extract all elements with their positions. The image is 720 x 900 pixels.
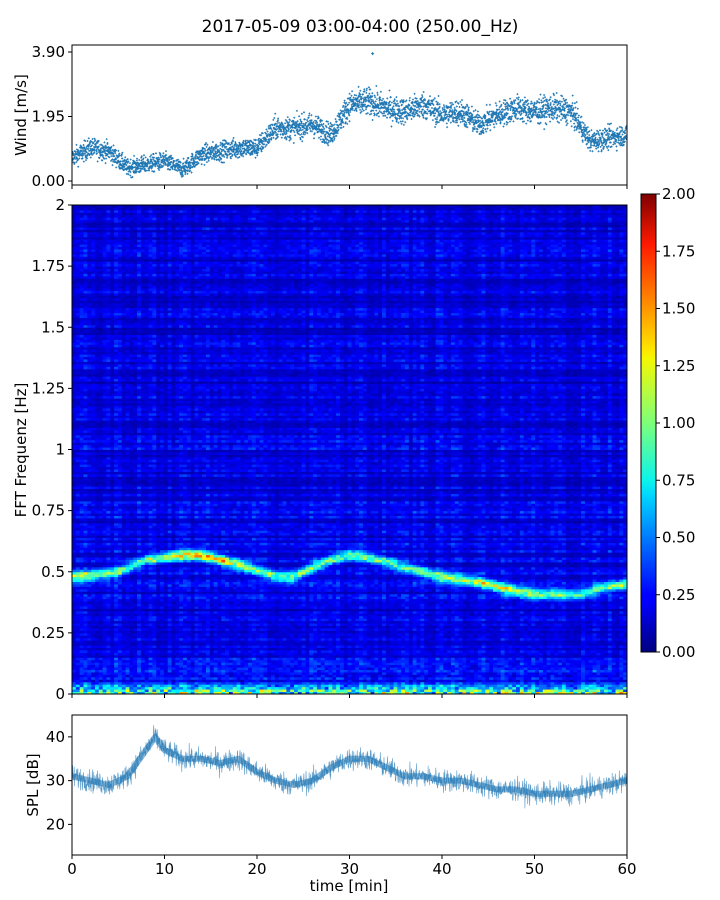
figure-title: 2017-05-09 03:00-04:00 (250.00_Hz) <box>202 17 519 37</box>
wind-y-axis: 0.00 1.95 3.90 <box>32 43 72 190</box>
wind-scatter-points <box>71 52 628 178</box>
spectrogram-cells <box>72 205 627 694</box>
wind-max-marker <box>371 52 374 55</box>
wind-y-tick-label: 1.95 <box>32 108 65 126</box>
wind-y-label: Wind [m/s] <box>12 74 30 156</box>
wind-marker <box>71 85 628 179</box>
wind-y-tick-label: 0.00 <box>32 172 65 190</box>
wind-panel: 0.00 1.95 3.90 Wind [m/s] <box>12 43 628 190</box>
wind-y-tick-label: 3.90 <box>32 43 65 61</box>
wind-x-ticks <box>72 185 627 189</box>
